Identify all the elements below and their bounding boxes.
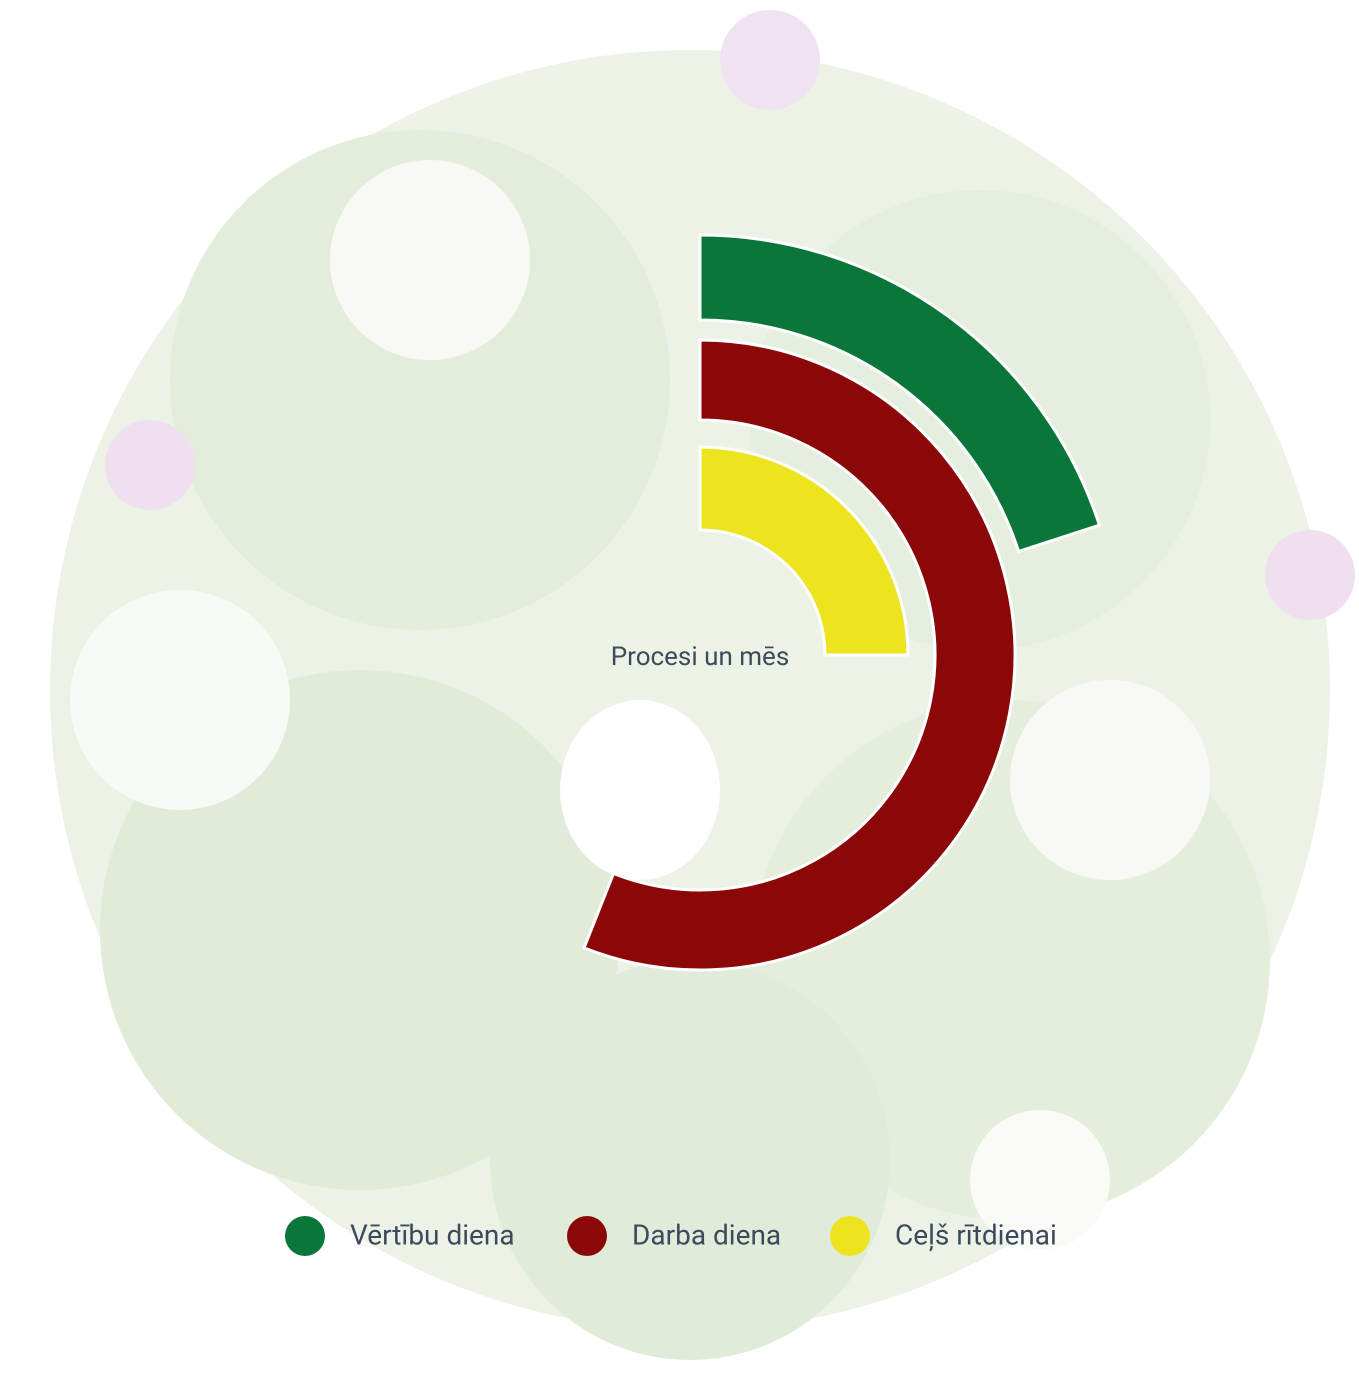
legend: Vērtību diena Darba diena Ceļš rītdienai [285,1216,1057,1256]
background-wreath [50,10,1355,1360]
chart: Procesi un mēs Vērtību diena Darba diena C… [0,0,1359,1377]
legend-marker [830,1216,870,1256]
legend-marker [285,1216,325,1256]
background-hole [560,700,720,880]
legend-label: Vērtību diena [350,1218,515,1251]
center-label: Procesi un mēs [611,642,790,672]
legend-label: Darba diena [632,1218,781,1251]
page: {"chart_data": {"type": "radialBar", "ti… [0,0,1359,1377]
legend-label: Ceļš rītdienai [895,1218,1057,1251]
legend-marker [567,1216,607,1256]
